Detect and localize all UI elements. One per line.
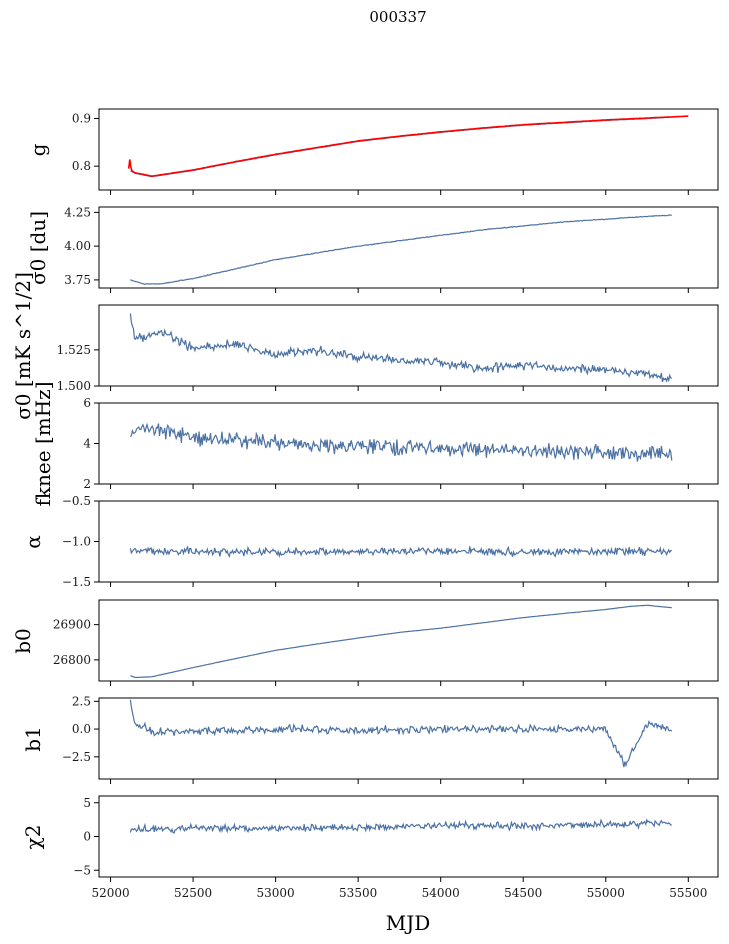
y-tick-label: 1.525 bbox=[57, 343, 91, 357]
y-axis-label: σ0 [mK s^1/2] bbox=[11, 272, 35, 420]
y-tick-label: 26800 bbox=[53, 653, 91, 667]
panel-series-group bbox=[129, 699, 673, 768]
y-axis-label: fknee [mHz] bbox=[31, 382, 55, 507]
panels: 0.8 0.9 g 3.75 4.00 4.25 σ0 [du] 1.500 1.525 σ0 [… bbox=[11, 108, 719, 900]
y-tick-label: −0.5 bbox=[62, 494, 91, 508]
panel-1: 0.8 0.9 g bbox=[26, 108, 719, 195]
series-line-1 bbox=[129, 699, 673, 768]
y-tick-label: 2.5 bbox=[72, 694, 91, 708]
series-line-1 bbox=[130, 116, 672, 178]
series-line-2 bbox=[127, 115, 689, 177]
figure-title: 000337 bbox=[369, 8, 426, 26]
panel-2: 3.75 4.00 4.25 σ0 [du] bbox=[26, 205, 719, 293]
panel-frame bbox=[98, 304, 719, 387]
panel-frame bbox=[98, 500, 719, 583]
y-tick-label: 0.9 bbox=[72, 112, 91, 126]
panel-series-group bbox=[130, 214, 673, 285]
series-line-1 bbox=[129, 818, 672, 834]
x-tick-label: 54500 bbox=[504, 886, 542, 900]
y-tick-label: 0.8 bbox=[72, 159, 91, 173]
panel-series-group bbox=[129, 313, 672, 383]
x-tick-label: 52000 bbox=[91, 886, 129, 900]
panel-frame bbox=[98, 206, 719, 289]
y-axis-label: α bbox=[21, 535, 45, 549]
x-tick-label: 53000 bbox=[257, 886, 295, 900]
y-tick-label: 0 bbox=[83, 830, 91, 844]
y-tick-label: 6 bbox=[83, 396, 91, 410]
panel-4: 2 4 6 fknee [mHz] bbox=[31, 382, 719, 507]
y-axis-label: χ2 bbox=[21, 825, 45, 850]
y-tick-label: 3.75 bbox=[64, 273, 91, 287]
y-tick-label: 2 bbox=[83, 477, 91, 491]
y-tick-label: 4.00 bbox=[64, 239, 91, 253]
panel-frame bbox=[98, 599, 719, 682]
panel-6: 26800 26900 b0 bbox=[11, 599, 719, 686]
y-tick-label: 0.0 bbox=[72, 722, 91, 736]
x-tick-label: 54000 bbox=[422, 886, 460, 900]
y-tick-label: 1.500 bbox=[57, 379, 91, 393]
panel-7: −2.5 0.0 2.5 b1 bbox=[21, 694, 719, 784]
y-tick-label: −5 bbox=[73, 863, 91, 877]
panel-8: −5 0 5 52000 52500 53000 53500 54000 54500 55000 5… bbox=[21, 795, 719, 900]
x-tick-label: 55500 bbox=[669, 886, 707, 900]
y-tick-label: 5 bbox=[83, 796, 91, 810]
panel-frame bbox=[98, 795, 719, 878]
y-axis-label: b1 bbox=[21, 726, 45, 752]
panel-3: 1.500 1.525 σ0 [mK s^1/2] bbox=[11, 272, 719, 420]
series-line-1 bbox=[129, 313, 672, 383]
panel-series-group bbox=[127, 115, 689, 178]
y-tick-label: −2.5 bbox=[62, 750, 91, 764]
panel-series-group bbox=[129, 545, 673, 559]
panel-frame bbox=[98, 108, 719, 191]
y-axis-label: g bbox=[26, 143, 50, 156]
series-line-1 bbox=[129, 422, 673, 462]
panel-frame bbox=[98, 697, 719, 780]
y-tick-label: −1.0 bbox=[62, 535, 91, 549]
y-tick-label: 4.25 bbox=[64, 205, 91, 219]
panel-series-group bbox=[129, 818, 672, 834]
x-tick-label: 52500 bbox=[174, 886, 212, 900]
panel-5: −1.5 −1.0 −0.5 α bbox=[21, 494, 719, 589]
panel-frame bbox=[98, 402, 719, 485]
x-tick-label: 55000 bbox=[587, 886, 625, 900]
y-axis-label: b0 bbox=[11, 628, 35, 654]
series-line-1 bbox=[129, 545, 673, 559]
x-tick-label: 53500 bbox=[339, 886, 377, 900]
y-axis-label: σ0 [du] bbox=[26, 211, 50, 285]
panel-series-group bbox=[129, 422, 673, 462]
series-line-1 bbox=[130, 214, 673, 285]
y-tick-label: 26900 bbox=[53, 618, 91, 632]
panel-series-group bbox=[130, 604, 672, 679]
y-tick-label: 4 bbox=[83, 437, 91, 451]
x-axis-label: MJD bbox=[386, 911, 431, 935]
y-tick-label: −1.5 bbox=[62, 575, 91, 589]
series-line-1 bbox=[130, 604, 672, 679]
